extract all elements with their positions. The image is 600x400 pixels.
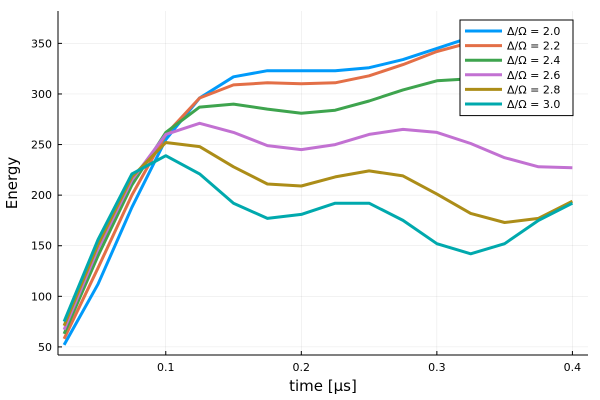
x-tick-label: 0.1 <box>157 361 175 374</box>
x-tick-label: 0.4 <box>564 361 582 374</box>
legend: Δ/Ω = 2.0Δ/Ω = 2.2Δ/Ω = 2.4Δ/Ω = 2.6Δ/Ω … <box>459 19 574 117</box>
series-line-3 <box>62 77 573 335</box>
legend-entry-label: Δ/Ω = 3.0 <box>507 98 560 111</box>
ticks: 0.1 0.2 0.3 0.4 50 100 150 200 250 300 350 <box>31 37 581 374</box>
y-tick-label: 50 <box>38 341 52 354</box>
legend-entry-label: Δ/Ω = 2.2 <box>507 40 560 53</box>
y-axis-label: Energy <box>3 157 21 210</box>
x-tick-label: 0.3 <box>428 361 446 374</box>
x-tick-label: 0.2 <box>293 361 311 374</box>
y-tick-label: 150 <box>31 240 52 253</box>
y-tick-label: 250 <box>31 139 52 152</box>
legend-entry-label: Δ/Ω = 2.4 <box>507 54 560 67</box>
legend-box <box>459 19 574 117</box>
legend-entry-label: Δ/Ω = 2.0 <box>507 25 560 38</box>
series-line-5 <box>62 141 574 327</box>
legend-entry-label: Δ/Ω = 2.8 <box>507 83 560 96</box>
x-axis-label: time [μs] <box>289 377 357 395</box>
y-tick-label: 100 <box>31 290 52 303</box>
legend-entry-label: Δ/Ω = 2.6 <box>507 69 560 82</box>
axes <box>57 11 588 356</box>
y-tick-label: 200 <box>31 189 52 202</box>
series-line-6 <box>62 154 574 323</box>
y-tick-label: 350 <box>31 37 52 50</box>
series-line-4 <box>62 121 573 331</box>
y-tick-label: 300 <box>31 88 52 101</box>
